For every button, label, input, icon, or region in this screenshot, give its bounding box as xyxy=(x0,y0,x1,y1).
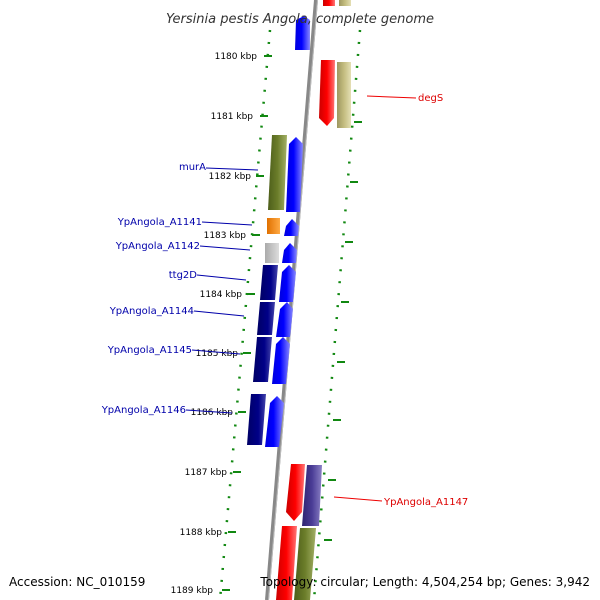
tick-label: 1183 kbp xyxy=(204,231,247,241)
gene-label-YpAngola_A1142[interactable]: YpAngola_A1142 xyxy=(115,241,200,252)
tick-label: 1184 kbp xyxy=(200,290,243,300)
gene-feature[interactable] xyxy=(295,16,310,50)
gene-feature[interactable] xyxy=(279,265,296,302)
gene-feature[interactable] xyxy=(286,137,303,212)
leader-line xyxy=(333,496,383,502)
tick-label: 1185 kbp xyxy=(196,349,239,359)
gene-feature-ttg2D[interactable] xyxy=(260,265,278,300)
leader-line xyxy=(196,274,247,281)
gene-labels: degS murA YpAngola_A1141 YpAngola_A1142 … xyxy=(101,93,469,508)
tick-label: 1180 kbp xyxy=(215,52,258,62)
gene-label-YpAngola_A1141[interactable]: YpAngola_A1141 xyxy=(117,217,202,228)
kbp-tick-labels: 1180 kbp 1181 kbp 1182 kbp 1183 kbp 1184… xyxy=(171,52,258,596)
gene-feature[interactable] xyxy=(284,219,299,236)
gene-feature-YpAngola_A1147[interactable] xyxy=(302,465,322,526)
gene-features xyxy=(247,0,351,600)
kbp-ticks xyxy=(222,55,362,591)
tick-label: 1182 kbp xyxy=(209,172,252,182)
accession-label: Accession: NC_010159 xyxy=(9,575,145,589)
gene-feature[interactable] xyxy=(286,464,305,521)
label-leaders xyxy=(185,95,417,502)
leader-line xyxy=(205,167,259,171)
gene-feature[interactable] xyxy=(272,337,290,384)
topology-label: Topology: circular; Length: 4,504,254 bp… xyxy=(259,575,590,589)
leader-line xyxy=(199,245,251,251)
gene-label-YpAngola_A1145[interactable]: YpAngola_A1145 xyxy=(107,345,192,356)
gene-feature-YpAngola_A1145[interactable] xyxy=(253,337,272,382)
leader-line xyxy=(185,409,233,414)
gene-feature-murA[interactable] xyxy=(268,135,287,210)
gene-feature-degS[interactable] xyxy=(319,60,335,126)
leader-line xyxy=(201,221,253,226)
gene-feature-YpAngola_A1141[interactable] xyxy=(267,218,280,234)
map-title: Yersinia pestis Angola, complete genome xyxy=(166,12,434,27)
gene-feature[interactable] xyxy=(294,528,316,600)
gene-label-ttg2D[interactable]: ttg2D xyxy=(169,270,198,281)
tick-label: 1181 kbp xyxy=(211,112,254,122)
gene-feature[interactable] xyxy=(265,396,284,447)
gene-label-YpAngola_A1144[interactable]: YpAngola_A1144 xyxy=(109,306,194,317)
tick-label: 1189 kbp xyxy=(171,586,214,596)
leader-line xyxy=(193,310,245,317)
gene-feature[interactable] xyxy=(276,302,293,337)
gene-feature-YpAngola_A1144[interactable] xyxy=(257,302,275,335)
gene-label-degS[interactable]: degS xyxy=(418,93,443,104)
gene-feature[interactable] xyxy=(339,0,351,6)
leader-line xyxy=(366,95,417,99)
gene-feature[interactable] xyxy=(282,243,297,263)
gene-feature-YpAngola_A1142[interactable] xyxy=(265,243,279,263)
gene-feature-YpAngola_A1146[interactable] xyxy=(247,394,266,445)
tick-label: 1186 kbp xyxy=(191,408,234,418)
gene-feature[interactable] xyxy=(276,526,297,600)
gene-label-YpAngola_A1146[interactable]: YpAngola_A1146 xyxy=(101,405,186,416)
gene-label-murA[interactable]: murA xyxy=(179,162,206,173)
gene-label-YpAngola_A1147[interactable]: YpAngola_A1147 xyxy=(383,497,468,508)
tick-label: 1188 kbp xyxy=(180,528,223,538)
leader-line xyxy=(191,349,241,355)
gene-feature[interactable] xyxy=(323,0,335,6)
gene-feature[interactable] xyxy=(337,62,351,128)
tick-label: 1187 kbp xyxy=(185,468,228,478)
